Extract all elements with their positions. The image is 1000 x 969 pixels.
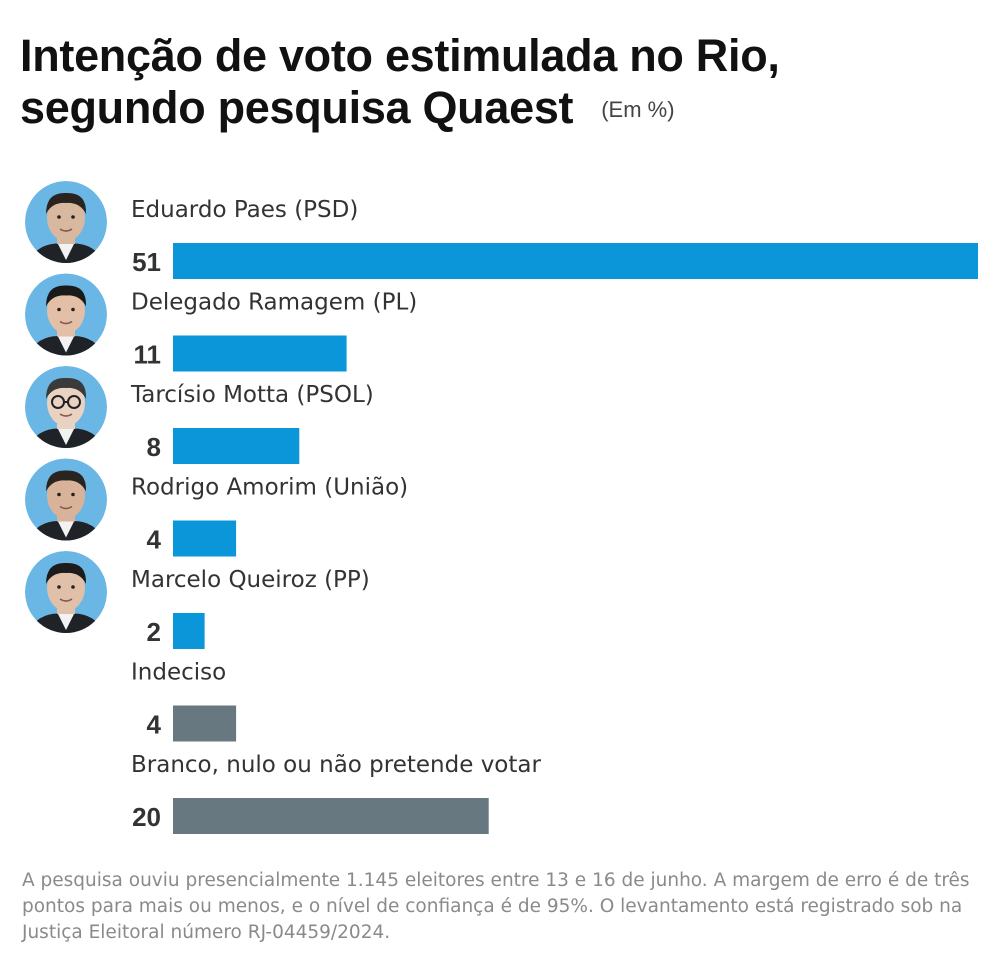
bar: [173, 428, 300, 464]
category-label: Delegado Ramagem (PL): [131, 290, 417, 316]
candidate-photo-2: [25, 273, 107, 356]
category-label: Rodrigo Amorim (União): [131, 475, 408, 501]
bar: [173, 520, 237, 557]
candidate-photo-1: [25, 181, 107, 263]
candidate-photo-3: [25, 366, 107, 448]
value-label: 51: [132, 247, 161, 277]
candidate-photo-5: [25, 551, 107, 633]
bar: [173, 613, 205, 649]
category-label: Indeciso: [131, 660, 226, 686]
category-label: Eduardo Paes (PSD): [131, 197, 358, 223]
category-label: Tarcísio Motta (PSOL): [130, 382, 374, 408]
value-label: 11: [134, 340, 162, 370]
bar: [173, 335, 347, 372]
category-label: Marcelo Queiroz (PP): [131, 567, 370, 593]
bar: [173, 243, 978, 279]
bar: [173, 705, 237, 742]
chart-title: Intenção de voto estimulada no Rio, segu…: [20, 30, 980, 136]
category-label: Branco, nulo ou não pretende votar: [131, 752, 541, 778]
footnote: A pesquisa ouviu presencialmente 1.145 e…: [22, 870, 970, 943]
bar-chart: Eduardo Paes (PSD) 51 Delegado Ramagem (PL…: [25, 181, 978, 834]
value-label: 4: [147, 525, 162, 555]
value-label: 8: [147, 432, 161, 462]
value-label: 20: [132, 802, 161, 832]
candidate-photo-4: [25, 458, 107, 541]
title-line-2: segundo pesquisa Quaest: [20, 82, 574, 133]
value-label: 4: [147, 710, 162, 740]
unit-label: (Em %): [601, 97, 675, 122]
value-label: 2: [147, 617, 161, 647]
title-line-1: Intenção de voto estimulada no Rio,: [20, 30, 780, 81]
bar: [173, 798, 489, 834]
